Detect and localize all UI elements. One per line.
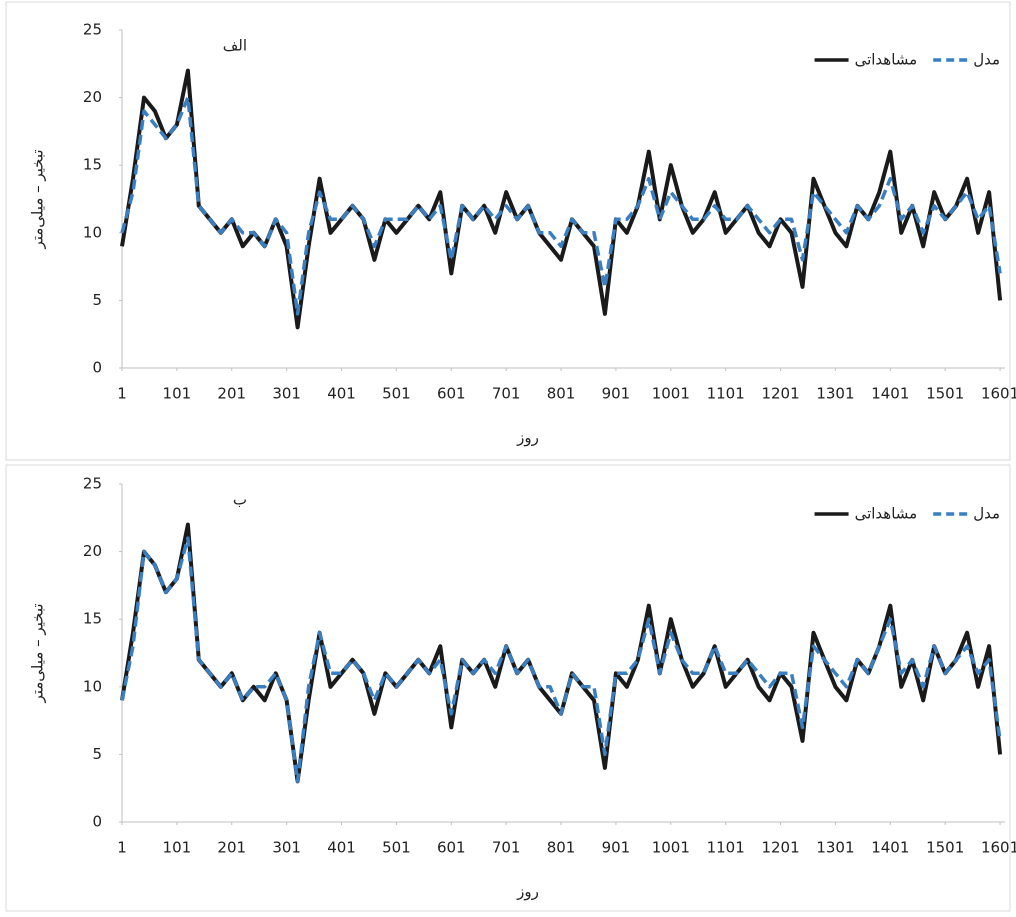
panel-frame xyxy=(5,1,1011,461)
x-tick-label: 1101 xyxy=(707,385,745,403)
x-tick-label: 801 xyxy=(547,385,576,403)
x-tick-label: 1601 xyxy=(981,839,1016,857)
x-tick-label: 701 xyxy=(492,385,521,403)
y-tick-label: 20 xyxy=(83,88,102,106)
x-tick-label: 601 xyxy=(437,385,466,403)
x-tick-label: 101 xyxy=(163,839,192,857)
y-tick-label: 10 xyxy=(83,223,102,241)
x-tick-label: 1401 xyxy=(871,839,909,857)
x-tick-label: 1601 xyxy=(981,385,1016,403)
x-tick-label: 401 xyxy=(327,839,356,857)
y-tick-label: 0 xyxy=(92,813,102,831)
x-tick-label: 1301 xyxy=(816,385,854,403)
legend-label: مدل xyxy=(973,51,1000,69)
y-tick-label: 5 xyxy=(92,291,102,309)
x-tick-label: 1501 xyxy=(926,839,964,857)
x-tick-label: 701 xyxy=(492,839,521,857)
y-tick-label: 15 xyxy=(83,610,102,628)
x-tick-label: 901 xyxy=(602,385,631,403)
series-line xyxy=(120,522,1003,784)
x-tick-label: 1 xyxy=(117,385,127,403)
x-tick-label: 301 xyxy=(272,839,301,857)
x-tick-label: 201 xyxy=(217,839,246,857)
x-tick-label: 1401 xyxy=(871,385,909,403)
x-tick-label: 1001 xyxy=(652,839,690,857)
y-tick-label: 0 xyxy=(92,359,102,377)
y-tick-label: 25 xyxy=(83,21,102,39)
x-tick-label: 601 xyxy=(437,839,466,857)
x-tick-label: 1201 xyxy=(761,385,799,403)
x-tick-label: 1501 xyxy=(926,385,964,403)
x-tick-label: 401 xyxy=(327,385,356,403)
y-axis-label: تبخیر – میلی‌متر xyxy=(29,149,47,249)
x-tick-label: 801 xyxy=(547,839,576,857)
series-line xyxy=(120,95,1002,316)
legend-label: مشاهداتی xyxy=(855,51,918,69)
series-line xyxy=(120,536,1002,784)
x-tick-label: 201 xyxy=(217,385,246,403)
series-line xyxy=(120,68,1003,330)
legend-label: مشاهداتی xyxy=(855,505,918,523)
x-tick-label: 501 xyxy=(382,385,411,403)
y-tick-label: 15 xyxy=(83,156,102,174)
y-tick-label: 10 xyxy=(83,677,102,695)
y-tick-label: 5 xyxy=(92,745,102,763)
y-tick-label: 25 xyxy=(83,475,102,493)
x-axis-label: روز xyxy=(516,883,539,901)
y-tick-label: 20 xyxy=(83,542,102,560)
x-tick-label: 501 xyxy=(382,839,411,857)
x-tick-label: 1301 xyxy=(816,839,854,857)
x-tick-label: 1101 xyxy=(707,839,745,857)
x-tick-label: 901 xyxy=(602,839,631,857)
x-tick-label: 1001 xyxy=(652,385,690,403)
panel-label: ب xyxy=(233,491,247,509)
y-axis-label: تبخیر – میلی‌متر xyxy=(29,603,47,703)
legend-label: مدل xyxy=(973,505,1000,523)
x-tick-label: 1201 xyxy=(761,839,799,857)
x-axis-label: روز xyxy=(516,429,539,447)
x-tick-label: 301 xyxy=(272,385,301,403)
x-tick-label: 101 xyxy=(163,385,192,403)
panel-label: الف xyxy=(223,37,247,55)
x-tick-label: 1 xyxy=(117,839,127,857)
panel-frame xyxy=(5,464,1011,912)
